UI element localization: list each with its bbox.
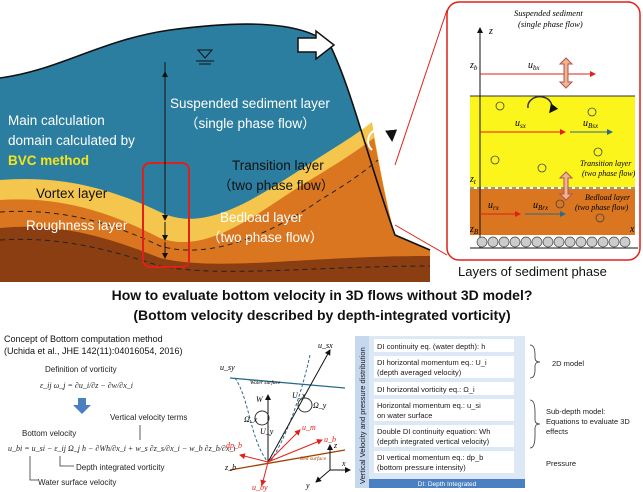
label: Water surface velocity <box>38 478 116 487</box>
concept-title: Concept of Bottom computation method <box>4 334 163 344</box>
symbol: W <box>256 395 264 404</box>
connector <box>395 10 447 165</box>
row-text: on water surface <box>377 411 432 420</box>
heading: How to evaluate bottom velocity in 3D fl… <box>112 287 533 303</box>
grains <box>598 237 608 247</box>
symbol: z <box>333 441 338 450</box>
axis-label: z <box>488 26 493 37</box>
grains <box>554 237 564 247</box>
row-text: DI horizontal momentum eq.: U_i <box>377 358 487 367</box>
grains <box>510 237 520 247</box>
grains <box>609 237 619 247</box>
caption: Layers of sediment phase <box>458 264 607 279</box>
symbol: Ω_x <box>244 415 258 424</box>
layer-label: Bedload layer <box>220 210 303 225</box>
layer-label: Transition layer <box>580 159 632 168</box>
domain-label: domain calculated by <box>8 133 135 148</box>
layer-label: （two phase flow） <box>207 230 323 245</box>
down-arrow <box>73 398 91 414</box>
grains <box>543 237 553 247</box>
symbol: Ω_y <box>313 401 327 410</box>
slide: Main calculation domain calculated by BV… <box>0 0 643 492</box>
group-label: Equations to evaluate 3D <box>546 417 630 426</box>
layer-label: Suspended sediment <box>514 8 583 18</box>
bed-line <box>230 450 345 470</box>
vector <box>240 455 268 462</box>
group-label: effects <box>546 427 568 436</box>
layer-label: Transition layer <box>232 158 324 173</box>
grains <box>499 237 509 247</box>
vector-diagram: u_sx u_sy Water surface W U_x Ω_y Ω_x U_… <box>220 341 350 492</box>
row-text: (depth integrated vertical velocity) <box>377 437 490 446</box>
row-text: DI continuity eq. (water depth): h <box>377 342 485 351</box>
symbol: Water surface <box>250 379 281 386</box>
symbol: y <box>305 481 310 490</box>
symbol: dp_b <box>226 441 242 450</box>
group-label: 2D model <box>552 359 584 368</box>
heading: (Bottom velocity described by depth-inte… <box>133 307 510 323</box>
grains <box>587 237 597 247</box>
row-text: DI vertical momentum eq.: dp_b <box>377 453 483 462</box>
concept: Concept of Bottom computation method (Uc… <box>4 334 236 487</box>
label: Definition of vorticity <box>45 365 117 374</box>
symbol: u_by <box>252 483 268 492</box>
symbol: U_y <box>260 427 274 436</box>
side-label: Vertical Velocity and pressure distribut… <box>358 347 367 484</box>
label: Bottom velocity <box>22 429 76 438</box>
layer-label: Vortex layer <box>36 186 108 201</box>
grains <box>532 237 542 247</box>
symbol: u_sy <box>220 363 235 372</box>
symbol: U_x <box>292 391 306 400</box>
row-text: Horizontal momentum eq.: u_si <box>377 401 481 410</box>
grains <box>477 237 487 247</box>
symbol: Bed surface <box>300 455 327 462</box>
layer-label: (single phase flow) <box>518 19 583 29</box>
row-text: DI horizontal vorticity eq.: Ω_i <box>377 385 475 394</box>
layer-label: (two phase flow) <box>575 203 629 212</box>
grains <box>576 237 586 247</box>
equation: u_bi = u_si − ε_ij Ω_j h − ∂Wh/∂x_i + w_… <box>8 444 236 453</box>
reference: (Uchida et al., JHE 142(11):04016054, 20… <box>4 346 182 356</box>
grains <box>620 237 630 247</box>
grains <box>565 237 575 247</box>
footer: DI: Depth Integrated <box>418 481 477 488</box>
layer-label: （single phase flow） <box>185 116 316 131</box>
layer-label: Bedload layer <box>585 193 631 202</box>
row-text: (bottom pressure intensity) <box>377 463 466 472</box>
symbol: z_b <box>224 463 236 472</box>
layer-label: Roughness layer <box>26 218 128 233</box>
bracket <box>530 345 540 448</box>
group-label: Pressure <box>546 459 576 468</box>
surface-line <box>230 378 345 388</box>
row-text: (depth averaged velocity) <box>377 368 462 377</box>
symbol: u_sx <box>318 341 333 350</box>
layer-label: （two phase flow） <box>218 178 334 193</box>
layer-label: Suspended sediment layer <box>170 96 330 111</box>
domain-label: Main calculation <box>8 113 105 128</box>
model-table: Vertical Velocity and pressure distribut… <box>355 336 630 488</box>
symbol: x <box>341 459 346 468</box>
vector <box>262 462 268 485</box>
equation: ε_ij ω_j = ∂u_i/∂z − ∂w/∂x_i <box>40 381 133 390</box>
axis-label: x <box>629 224 635 235</box>
left-diagram: Main calculation domain calculated by BV… <box>0 24 430 282</box>
axis <box>316 470 330 482</box>
label: Depth integrated vorticity <box>76 463 165 472</box>
grains <box>521 237 531 247</box>
symbol: u_m <box>302 423 316 432</box>
method-label: BVC method <box>8 153 89 168</box>
group-label: Sub-depth model: <box>546 407 605 416</box>
row-text: Double DI continuity equation: Wh <box>377 427 490 436</box>
grains <box>488 237 498 247</box>
right-diagram: Suspended sediment (single phase flow) z… <box>395 2 640 279</box>
layer-label: (two phase flow) <box>582 169 636 178</box>
label: Vertical velocity terms <box>110 413 187 422</box>
